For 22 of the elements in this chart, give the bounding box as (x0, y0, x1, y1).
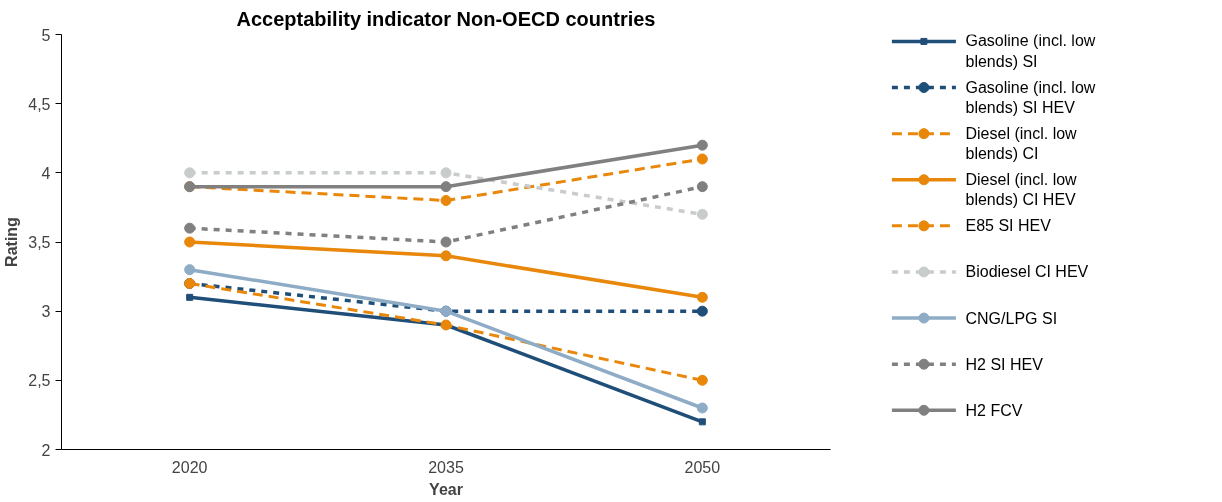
x-tick-label: 2035 (428, 458, 464, 476)
y-tick-label: 2,5 (28, 372, 51, 390)
legend-label: Gasoline (incl. low blends) SI HEV (965, 78, 1096, 116)
chart-title: Acceptability indicator Non-OECD countries (236, 7, 656, 30)
legend-label: Diesel (incl. low blends) CI HEV (965, 170, 1078, 209)
legend-label: Biodiesel CI HEV (965, 263, 1089, 281)
legend-label: H2 FCV (965, 401, 1023, 419)
legend-label: Gasoline (incl. low blends) SI (965, 32, 1096, 70)
y-axis-title: Rating (3, 217, 21, 267)
x-axis-title: Year (429, 480, 463, 498)
legend-label: CNG/LPG SI (965, 309, 1058, 327)
legend-label: E85 SI HEV (965, 217, 1052, 235)
y-tick-label: 5 (41, 26, 51, 44)
y-tick-label: 3,5 (28, 234, 51, 251)
y-tick-label: 4 (41, 164, 51, 182)
x-tick-label: 2050 (684, 458, 721, 476)
y-tick-label: 3 (41, 303, 51, 321)
legend-label: H2 SI HEV (965, 355, 1044, 373)
legend-label: Diesel (incl. low blends) CI (965, 124, 1078, 163)
y-tick-label: 2 (41, 441, 51, 459)
y-tick-label: 4,5 (28, 95, 51, 113)
x-tick-label: 2020 (171, 458, 208, 476)
